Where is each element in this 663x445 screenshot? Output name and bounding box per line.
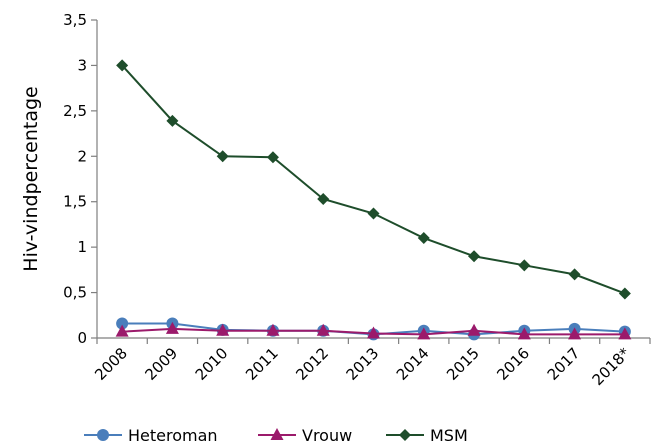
data-point-vrouw <box>618 327 632 340</box>
y-tick-label: 0 <box>77 329 87 347</box>
y-tick-label: 2 <box>77 147 87 165</box>
x-tick-label: 2017 <box>544 344 584 384</box>
x-tick-label: 2010 <box>192 344 232 384</box>
legend-marker-vrouw <box>270 428 284 440</box>
y-tick-label: 1,5 <box>63 193 87 211</box>
legend-item-vrouw: Vrouw <box>258 426 352 445</box>
data-point-msm <box>417 232 430 245</box>
data-point-vrouw <box>417 327 431 340</box>
x-tick-label: 2011 <box>242 344 282 384</box>
series-layer <box>115 59 632 341</box>
legend: Heteroman Vrouw MSM <box>84 426 468 445</box>
legend-item-msm: MSM <box>386 426 468 445</box>
data-point-vrouw <box>367 326 380 339</box>
y-tick-label: 3,5 <box>63 11 87 29</box>
series-line-msm <box>121 64 626 295</box>
x-tick-label: 2009 <box>142 344 182 384</box>
x-tick-label: 2012 <box>292 344 332 384</box>
data-point-vrouw <box>115 324 129 337</box>
data-point-msm <box>468 250 481 263</box>
y-tick-label: 2,5 <box>63 102 87 120</box>
series-vrouw <box>115 321 632 340</box>
series-msm <box>116 59 631 300</box>
data-point-vrouw <box>165 321 179 334</box>
data-point-msm <box>266 151 279 164</box>
x-tick-label: 2014 <box>393 344 433 384</box>
data-point-msm <box>166 114 179 127</box>
x-tick-label: 2016 <box>493 344 533 384</box>
data-point-msm <box>317 192 330 205</box>
data-point-heteroman <box>116 317 129 330</box>
legend-label-vrouw: Vrouw <box>302 426 352 445</box>
legend-marker-msm <box>399 429 411 441</box>
data-point-vrouw <box>517 327 531 340</box>
y-tick-label: 0,5 <box>63 284 87 302</box>
data-point-msm <box>618 287 631 300</box>
data-point-vrouw <box>266 323 280 336</box>
legend-item-heteroman: Heteroman <box>84 426 218 445</box>
x-tick-label: 2013 <box>343 344 383 384</box>
x-tick-label: 2008 <box>91 344 131 384</box>
data-point-msm <box>116 59 129 72</box>
legend-label-heteroman: Heteroman <box>128 426 218 445</box>
x-tick-label: 2018* <box>589 344 634 389</box>
data-point-msm <box>367 207 380 220</box>
legend-label-msm: MSM <box>430 426 468 445</box>
data-point-msm <box>568 268 581 281</box>
data-point-vrouw <box>316 323 330 336</box>
data-point-vrouw <box>467 323 481 336</box>
data-point-msm <box>518 259 531 272</box>
x-tick-label: 2015 <box>443 344 483 384</box>
data-point-vrouw <box>568 327 582 340</box>
y-tick-label: 3 <box>77 56 87 74</box>
legend-marker-heteroman <box>97 429 109 441</box>
y-axis-title: Hiv-vindpercentage <box>20 86 42 271</box>
y-tick-label: 1 <box>77 238 87 256</box>
data-point-msm <box>216 150 229 163</box>
data-point-vrouw <box>216 323 230 336</box>
